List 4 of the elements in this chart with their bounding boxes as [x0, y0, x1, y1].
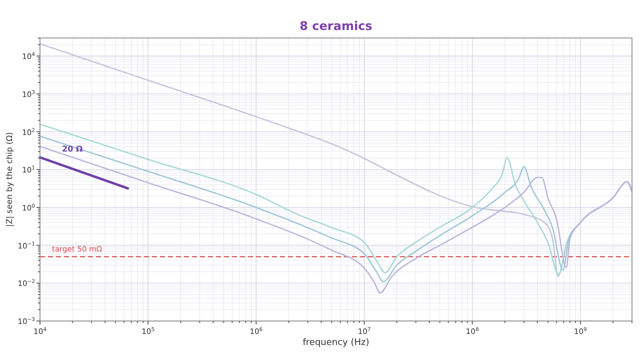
x-axis-title: frequency (Hz) — [302, 338, 370, 348]
y-axis-title: |Z| seen by the chip (Ω) — [5, 132, 14, 227]
series-label: 20 Ω — [62, 144, 83, 154]
chart-title: 8 ceramics — [300, 19, 372, 33]
